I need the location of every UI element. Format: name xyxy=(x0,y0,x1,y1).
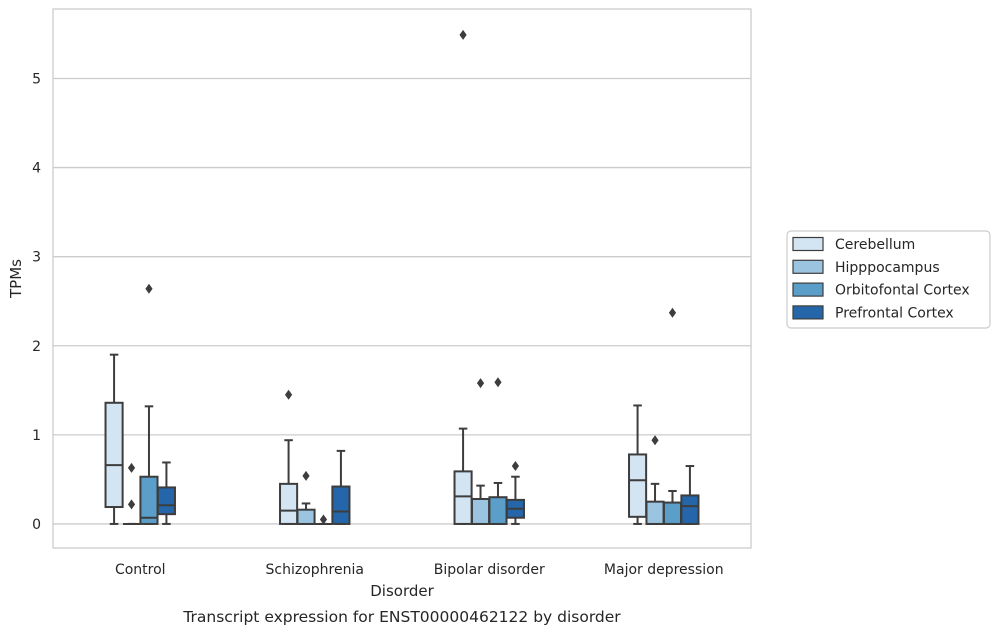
box-2-3 xyxy=(505,461,525,525)
box-3-0 xyxy=(628,404,648,525)
outlier-point xyxy=(651,435,659,446)
plot-area xyxy=(104,29,700,525)
outlier-point xyxy=(459,29,467,40)
x-axis: Control Schizophrenia Bipolar disorder Majo… xyxy=(115,562,724,578)
y-tick-label: 1 xyxy=(32,428,41,444)
box-1-0 xyxy=(279,389,299,525)
box-body xyxy=(470,498,491,525)
legend-label: Cerebellum xyxy=(835,237,915,253)
outlier-point xyxy=(127,499,136,510)
chart-caption: Transcript expression for ENST0000046212… xyxy=(182,608,621,626)
x-tick-label: Bipolar disorder xyxy=(434,562,545,578)
legend-swatch xyxy=(792,236,824,252)
outlier-point xyxy=(319,514,328,525)
x-tick-label: Schizophrenia xyxy=(266,562,364,578)
box-1-3 xyxy=(331,449,351,525)
outlier-point xyxy=(284,389,293,400)
x-axis-title: Disorder xyxy=(370,582,434,600)
legend-swatch xyxy=(792,282,824,297)
box-3-1 xyxy=(645,435,665,525)
y-tick-label: 3 xyxy=(32,250,41,266)
outlier-point xyxy=(494,377,502,388)
outlier-point xyxy=(127,462,136,473)
y-tick-label: 0 xyxy=(32,517,41,533)
x-tick-label: Control xyxy=(115,562,166,578)
legend-label: Prefrontal Cortex xyxy=(835,305,954,321)
legend-swatch xyxy=(792,259,824,274)
box-body xyxy=(628,453,648,518)
x-tick-label: Major depression xyxy=(604,562,724,578)
plot-frame xyxy=(52,8,752,549)
box-2-1 xyxy=(470,378,491,525)
outlier-point xyxy=(668,307,677,318)
box-3-3 xyxy=(680,465,700,525)
box-body xyxy=(662,501,683,525)
outlier-point xyxy=(302,470,310,481)
box-body xyxy=(104,401,124,509)
box-1-1 xyxy=(296,470,316,525)
box-body xyxy=(156,486,176,516)
box-2-2 xyxy=(488,377,508,525)
outlier-point xyxy=(511,461,520,472)
legend-swatch xyxy=(792,305,824,320)
box-body xyxy=(680,494,700,525)
legend: Cerebellum Hipppocampus Orbitofontal Corte… xyxy=(786,230,991,329)
legend-label: Orbitofontal Cortex xyxy=(835,283,970,299)
box-body xyxy=(279,482,299,525)
box-body xyxy=(453,470,473,525)
box-body xyxy=(296,508,316,525)
y-axis-title: TPMs xyxy=(7,259,25,299)
y-tick-label: 4 xyxy=(32,161,41,177)
box-0-2 xyxy=(139,283,159,525)
box-0-3 xyxy=(156,461,176,525)
y-tick-label: 5 xyxy=(32,71,41,87)
box-2-0 xyxy=(453,29,473,525)
outlier-point xyxy=(476,378,485,389)
legend-box xyxy=(786,230,991,329)
box-body xyxy=(488,496,508,525)
box-0-1 xyxy=(122,462,141,525)
box-3-2 xyxy=(662,307,683,525)
box-body xyxy=(645,500,665,525)
box-0-0 xyxy=(104,353,124,525)
y-tick-label: 2 xyxy=(32,339,41,355)
y-axis: 0 1 2 3 4 5 xyxy=(32,71,41,532)
box-body xyxy=(331,485,351,525)
box-1-2 xyxy=(314,514,333,525)
legend-label: Hipppocampus xyxy=(835,260,940,276)
outlier-point xyxy=(145,283,153,294)
